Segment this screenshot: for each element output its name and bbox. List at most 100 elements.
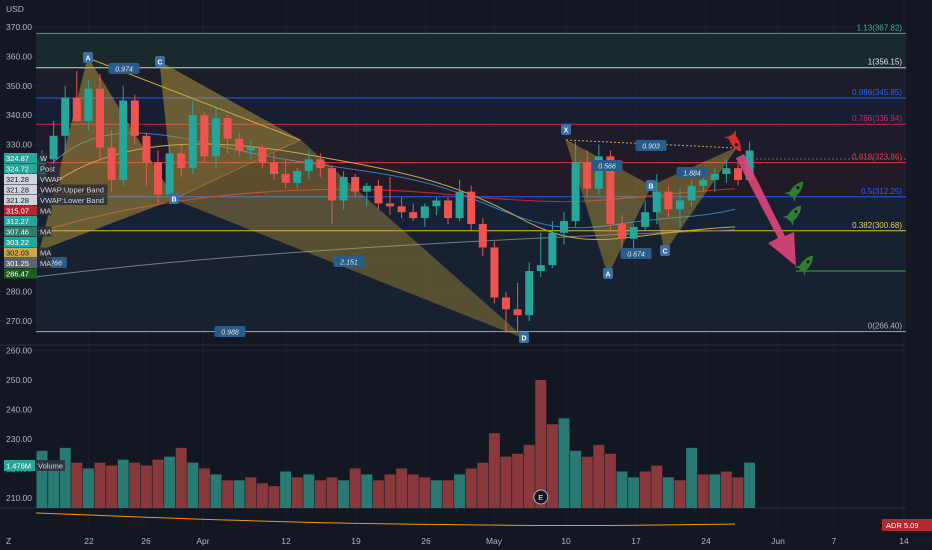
volume-bar (686, 447, 698, 508)
volume-bar (384, 474, 396, 508)
volume-tick-label: 240.00 (6, 405, 32, 415)
candle-body (235, 138, 244, 151)
candle-body (200, 115, 209, 157)
time-tick-label: 26 (421, 536, 431, 546)
volume-bar (48, 462, 60, 508)
candle-body (699, 179, 708, 186)
candle-body (72, 97, 81, 122)
volume-bar (674, 480, 686, 508)
pattern-point-box (519, 332, 529, 343)
volume-bar (500, 456, 512, 508)
price-tag-box (4, 237, 37, 247)
volume-bar (430, 480, 442, 508)
rocket-icon (794, 255, 814, 277)
pattern-point-label: C (662, 249, 667, 256)
volume-tick-label: 230.00 (6, 434, 32, 444)
rocket-fin (782, 215, 794, 227)
price-tag-name-box (37, 163, 61, 174)
pattern-point-box (646, 180, 656, 191)
price-tag-value: 302.03 (6, 249, 29, 258)
adr-tag (882, 519, 932, 531)
candle-body (351, 176, 360, 192)
volume-bar (280, 471, 292, 508)
candle-body (734, 168, 742, 180)
rocket-fin (784, 191, 796, 203)
rocket-window (796, 186, 800, 190)
fib-label: 1.13(367.82) (857, 23, 903, 32)
pattern-point-box (169, 193, 179, 204)
rocket-body (788, 181, 804, 199)
volume-bar (36, 450, 48, 508)
price-tag-box (4, 216, 37, 226)
volume-bar (326, 477, 338, 508)
time-tick-label: 12 (281, 536, 291, 546)
price-tag-name: W (40, 154, 48, 163)
pattern-point-box (561, 124, 571, 135)
price-tag-name-box (37, 205, 52, 216)
price-tag-value: 315.07 (6, 207, 29, 216)
volume-bar (662, 477, 674, 508)
volume-bar (372, 480, 384, 508)
volume-bar (94, 462, 106, 508)
price-tag-name-box (37, 226, 52, 237)
volume-bar (396, 468, 408, 508)
volume-tag-name-box (35, 460, 65, 471)
pattern-point-box (603, 268, 613, 279)
pattern-point-label: D (521, 336, 526, 343)
pattern-point-box (155, 56, 165, 67)
candle-body (223, 118, 232, 139)
candle-body (61, 97, 70, 136)
volume-bar (222, 480, 234, 508)
volume-bar (129, 462, 141, 508)
candle-body (432, 200, 441, 207)
fib-band (36, 67, 906, 99)
volume-bar (651, 465, 663, 508)
price-tag-name: MA (40, 228, 51, 237)
volume-bar (454, 474, 466, 508)
time-tick-label: 17 (631, 536, 641, 546)
price-tag-box (4, 174, 37, 184)
down-arrow (736, 154, 796, 266)
candle-body (745, 150, 754, 180)
price-tag-value: 321.28 (6, 196, 29, 205)
volume-bar (59, 447, 71, 508)
candle-body (652, 191, 661, 213)
price-tag-box (4, 153, 37, 163)
price-tag-box (4, 184, 37, 195)
adr-line: ADR 5.09 (35, 512, 932, 531)
candle-body (420, 206, 429, 219)
price-tag-box (4, 163, 37, 174)
price-tag-name: MA (40, 207, 51, 216)
price-tick-label: 340.00 (6, 110, 32, 120)
candle-body (629, 226, 638, 239)
time-tick-label: Jun (771, 536, 785, 546)
volume-tick-label: 250.00 (6, 375, 32, 385)
fib-bands (36, 33, 906, 332)
candle-body (142, 135, 151, 163)
volume-bar (628, 477, 640, 508)
volume-bar (152, 459, 164, 508)
candle-body (293, 171, 302, 183)
volume-bar (71, 462, 83, 508)
time-tick-label: Apr (196, 536, 209, 546)
pattern-point-box (660, 245, 670, 256)
candlesticks[interactable] (38, 71, 754, 333)
volume-bar (744, 462, 756, 508)
volume-bar (488, 433, 500, 508)
ratio-label: 0.988 (221, 330, 239, 337)
price-tag-value: 301.25 (6, 259, 29, 268)
volume-bars[interactable]: E (36, 380, 756, 508)
candle-body (664, 191, 673, 210)
rocket-window (734, 142, 739, 147)
fib-band (36, 98, 906, 125)
candle-body (513, 309, 522, 316)
volume-bar (604, 453, 616, 508)
price-tag-box (4, 247, 37, 258)
price-tag-value: 286.47 (6, 270, 29, 279)
time-axis[interactable]: 22 26 Apr 12 19 26 May 10 17 24 Jun 7 14 Z (0, 532, 932, 550)
ma-red (35, 188, 736, 234)
candle-body (258, 147, 267, 163)
ratio-box (635, 140, 667, 151)
volume-bar (349, 468, 361, 508)
